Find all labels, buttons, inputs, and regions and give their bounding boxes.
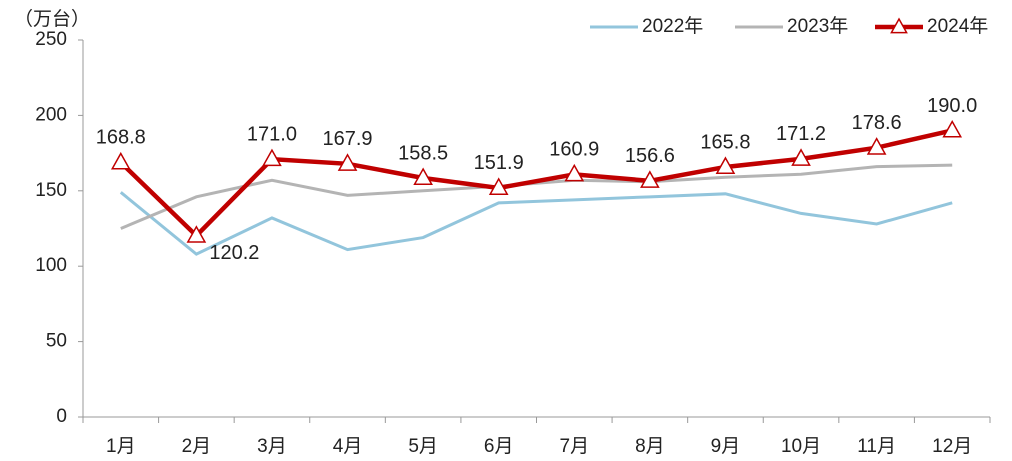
x-tick-label: 10月 [781,436,821,457]
series-line [120,163,953,230]
legend-label: 2023年 [787,15,848,37]
marker [337,153,358,171]
data-label: 171.2 [776,123,826,145]
x-tick-label: 1月 [106,436,136,457]
marker [942,119,963,138]
y-tick-label: 150 [35,180,67,201]
data-label: 171.0 [247,123,297,145]
y-tick-label: 50 [46,331,67,352]
legend-label: 2024年 [927,15,988,37]
data-label: 158.5 [398,142,448,164]
marker [866,137,887,155]
data-label: 151.9 [474,152,524,174]
marker [564,163,585,182]
x-tick-label: 6月 [484,436,514,457]
x-tick-label: 5月 [408,436,438,457]
x-tick-label: 9月 [711,436,741,457]
x-tick-label: 11月 [857,436,896,457]
x-tick-label: 7月 [560,436,590,457]
y-tick-label: 0 [56,406,67,427]
x-tick-label: 3月 [257,436,287,457]
y-tick-label: 100 [35,255,67,276]
marker [488,177,509,195]
x-tick-label: 8月 [635,436,665,457]
marker [262,148,282,167]
y-tick-label: 250 [35,29,67,50]
data-label: 160.9 [549,139,599,161]
legend-marker [890,17,908,34]
marker [640,170,660,188]
y-axis-unit: （万台） [14,8,90,30]
x-tick-label: 4月 [333,436,363,457]
marker [413,167,433,186]
data-label: 190.0 [927,95,977,117]
marker [110,151,131,170]
data-label: 167.9 [323,128,373,150]
x-tick-label: 12月 [932,436,972,457]
data-label: 168.8 [96,127,146,149]
series-line [119,128,953,239]
data-label: 156.6 [625,145,675,167]
x-tick-label: 2月 [182,436,212,457]
data-label: 178.6 [852,112,902,134]
y-tick-label: 200 [35,104,67,125]
legend-label: 2022年 [642,15,703,37]
marker [791,148,811,166]
marker [715,156,736,175]
series-line [119,191,953,256]
marker [186,225,207,243]
data-label: 165.8 [700,131,750,153]
data-label: 120.2 [209,242,259,264]
